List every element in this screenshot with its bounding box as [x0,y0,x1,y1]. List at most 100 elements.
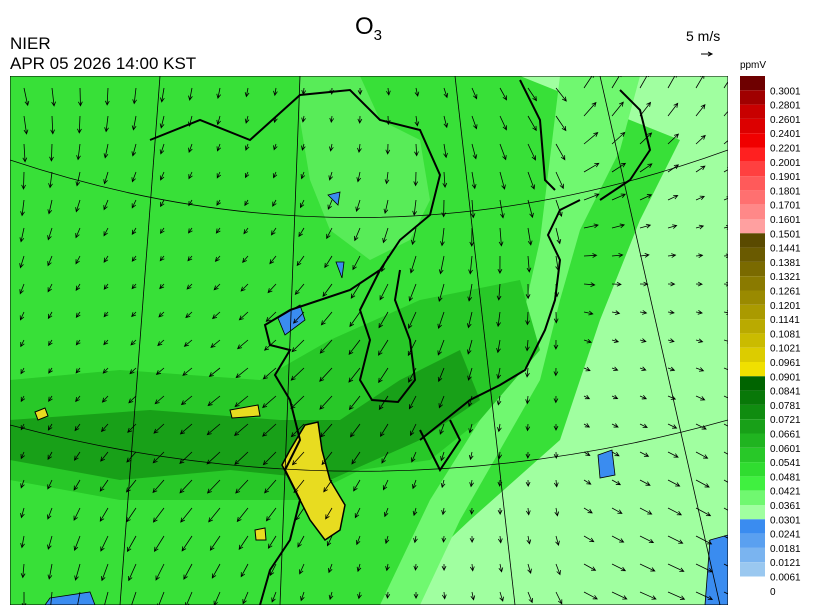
colorbar-swatch [740,147,765,162]
wind-arrow [47,255,53,267]
wind-arrow [611,479,622,486]
wind-arrow [75,591,81,605]
colorbar-label: 0.0061 [770,573,801,584]
colorbar-swatch [740,204,765,219]
wind-arrow [47,199,53,215]
wind-arrow [179,479,193,494]
light-region [380,76,640,605]
high-region [10,350,480,480]
wind-arrow [160,87,165,103]
wind-arrow [20,199,25,217]
wind-arrow [159,255,165,262]
colorbar-label: 0.1801 [770,186,801,197]
wind-arrow [153,423,165,434]
wind-arrow [440,479,446,489]
wind-arrow [103,199,109,211]
wind-arrow [412,199,417,216]
wind-arrow [188,115,193,127]
wind-arrow [496,311,501,328]
wind-arrow [583,310,594,316]
wind-arrow [74,423,81,432]
wind-arrow [272,199,277,207]
timestamp: APR 05 2026 14:00 KST [10,54,196,73]
wind-arrow [242,255,249,263]
wind-arrow [553,367,559,377]
wind-arrow [611,131,626,145]
wind-arrow [47,535,53,550]
wind-arrow [611,223,626,229]
wind-arrow [639,310,648,315]
wind-arrow [466,311,473,329]
wind-arrow [103,339,109,346]
wind-arrow [354,507,361,519]
wind-arrow [695,423,707,430]
wind-arrow [264,479,277,494]
map [10,76,728,605]
wind-arrow [74,563,81,581]
wind-arrow [179,423,193,435]
wind-arrow [471,115,478,130]
title-main: O [355,13,374,40]
wind-arrow [385,143,391,155]
wind-arrow [410,227,417,246]
wind-arrow [326,227,333,240]
wind-arrow [667,507,683,516]
wind-arrow [262,367,277,380]
colorbar-swatch [740,505,765,520]
wind-arrow [443,87,449,99]
wind-arrow [240,283,249,292]
wind-arrow [583,253,598,258]
wind-arrow [497,507,503,516]
wind-arrow [356,171,362,183]
wind-arrow [265,507,277,522]
wind-arrow [385,563,390,572]
wind-arrow [414,115,420,127]
wind-arrow [583,394,591,400]
wind-arrow [324,255,333,269]
wind-arrow [723,535,728,539]
wind-arrow [20,423,26,431]
graticule [10,76,728,605]
wind-arrow [667,164,680,173]
wind-arrow [497,423,502,433]
wind-arrow [527,171,536,190]
wind-arrow [437,367,445,383]
wind-arrow [130,339,137,346]
wind-arrow [611,162,627,173]
wind-arrow [695,76,705,89]
wind-arrow [723,563,728,567]
wind-arrow [102,367,109,374]
colorbar-swatch [740,547,765,563]
wind-arrow [262,451,277,466]
wind-arrow [299,199,305,209]
wind-arrow [22,143,28,163]
wind-arrows [19,76,728,605]
wind-arrow [357,87,363,96]
wind-arrow [695,224,705,230]
wind-arrow [723,423,728,427]
wind-arrow [554,283,560,298]
wind-arrow [294,283,305,296]
colorbar-swatch [740,304,765,320]
wind-arrow [583,451,591,456]
wind-arrow [667,194,679,201]
colorbar-label: 0.2201 [770,144,801,155]
wind-arrow [357,115,363,124]
wind-arrow [355,535,361,546]
wind-arrow [466,339,473,355]
wind-arrow [269,563,277,577]
wind-arrow [723,137,728,145]
wind-arrow [127,423,137,433]
wind-arrow [321,451,333,466]
colorbar-swatch [740,404,765,420]
wind-arrow [99,479,109,492]
wind-arrow [183,339,193,347]
north-region [300,76,430,260]
wind-arrow [497,535,503,544]
wind-arrow [214,255,221,262]
wind-arrow [291,339,305,353]
wind-arrow [527,87,537,102]
wind-arrow [583,338,592,344]
wind-arrow [667,479,681,487]
wind-arrow [188,87,193,101]
